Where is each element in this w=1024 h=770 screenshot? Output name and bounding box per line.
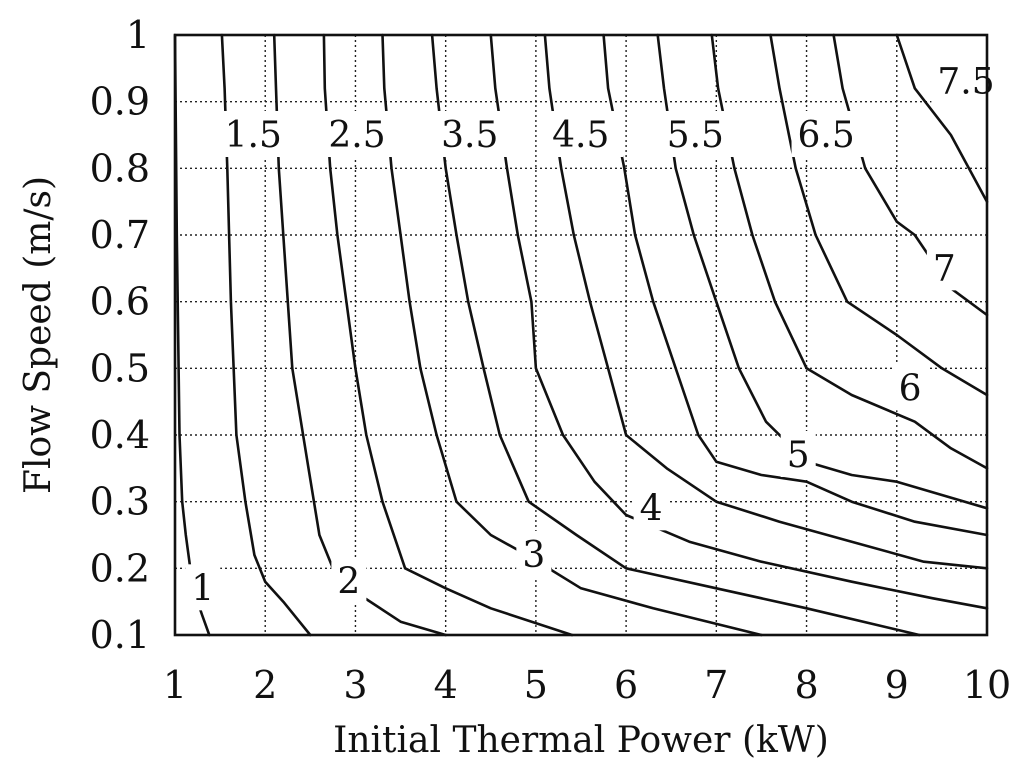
contour-line-7 <box>543 33 989 570</box>
contour-label-12: 7 <box>933 248 956 289</box>
x-tick-label-7: 8 <box>794 663 818 707</box>
contour-label-2: 2 <box>337 562 360 603</box>
contour-label-7: 4.5 <box>552 115 609 156</box>
contour-line-8 <box>602 33 989 537</box>
contour-label-10: 6 <box>899 368 922 409</box>
contour-line-4 <box>381 33 763 637</box>
contour-label-bg-9 <box>660 111 738 157</box>
contour-label-1: 1.5 <box>225 115 282 156</box>
x-tick-label-8: 9 <box>885 663 909 707</box>
y-tick-label-7: 0.8 <box>90 146 150 190</box>
y-tick-label-0: 0.1 <box>90 613 150 657</box>
contour-label-9: 5.5 <box>667 115 724 156</box>
x-tick-labels: 1 2 3 4 5 6 7 8 9 10 <box>163 663 1011 707</box>
contour-label-4: 3 <box>522 535 545 576</box>
y-tick-label-1: 0.2 <box>90 546 150 590</box>
y-tick-label-5: 0.6 <box>90 280 150 324</box>
x-tick-label-5: 6 <box>614 663 638 707</box>
contour-line-13 <box>895 33 989 203</box>
contour-label-6: 4 <box>640 488 663 529</box>
contour-line-11 <box>769 33 989 397</box>
contour-label-bg-8 <box>780 431 816 477</box>
contour-label-bg-4 <box>516 531 552 577</box>
x-tick-label-4: 5 <box>524 663 548 707</box>
plot-frame <box>173 33 989 637</box>
x-tick-label-3: 4 <box>434 663 458 707</box>
contour-label-bg-5 <box>435 111 513 157</box>
x-tick-label-1: 2 <box>253 663 277 707</box>
x-tick-label-6: 7 <box>704 663 728 707</box>
contour-label-bg-1 <box>218 111 296 157</box>
y-tick-labels: 0.1 0.2 0.3 0.4 0.5 0.6 0.7 0.8 0.9 1 <box>90 13 150 657</box>
x-tick-label-2: 3 <box>343 663 367 707</box>
contour-line-0 <box>173 33 211 637</box>
contour-line-6 <box>489 33 989 610</box>
contour-label-bg-0 <box>185 564 221 611</box>
x-tick-label-9: 10 <box>963 663 1011 707</box>
y-tick-label-9: 1 <box>126 13 150 57</box>
contour-label-bg-11 <box>791 111 869 157</box>
y-tick-label-2: 0.3 <box>90 480 150 524</box>
contour-label-bg-2 <box>331 557 367 604</box>
contour-label-bg-12 <box>926 244 962 291</box>
y-tick-label-4: 0.5 <box>90 346 150 390</box>
contour-label-bg-10 <box>892 364 928 411</box>
contour-label-13: 7.5 <box>937 62 994 103</box>
contour-line-5 <box>430 33 921 637</box>
contour-label-8: 5 <box>787 435 810 476</box>
contour-label-5: 3.5 <box>441 115 498 156</box>
y-axis-title: Flow Speed (m/s) <box>18 176 59 494</box>
contour-label-bg-7 <box>546 111 624 157</box>
contour-label-0: 1 <box>191 568 214 609</box>
contour-label-11: 6.5 <box>798 115 855 156</box>
y-tick-label-6: 0.7 <box>90 213 150 257</box>
contour-label-3: 2.5 <box>328 115 385 156</box>
x-axis-title: Initial Thermal Power (kW) <box>333 720 829 761</box>
contour-label-bg-6 <box>633 484 669 531</box>
x-tick-label-0: 1 <box>163 663 187 707</box>
y-tick-label-3: 0.4 <box>90 413 150 457</box>
contour-label-bg-3 <box>322 111 400 157</box>
y-tick-label-8: 0.9 <box>90 80 150 124</box>
contour-labels: 1 1.5 2 2.5 3 3.5 4 4.5 5 5.5 6 6.5 7 7.5 <box>185 57 1009 611</box>
contour-label-bg-13 <box>931 57 1009 104</box>
